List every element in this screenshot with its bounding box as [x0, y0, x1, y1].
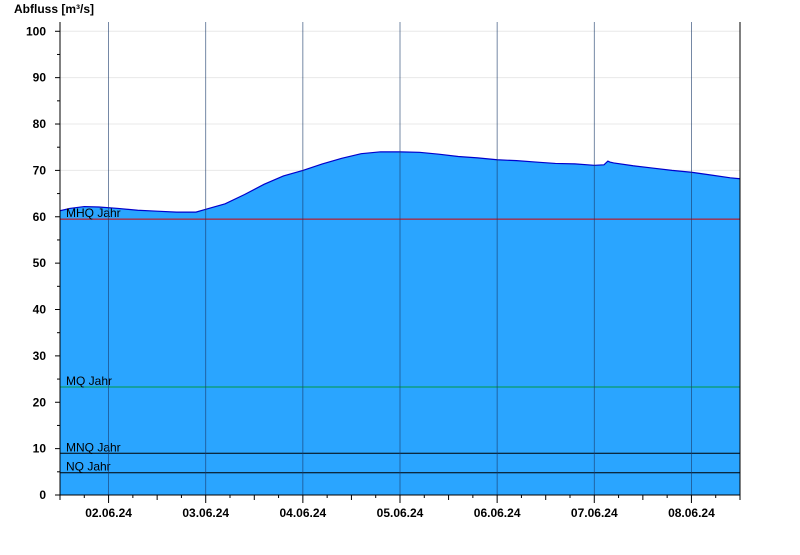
axes: 0 10 20 30 40 50 60 70 80 90 100 02.06.24 03.06.24 04… [26, 22, 741, 520]
x-tick-label: 08.06.24 [668, 506, 715, 520]
x-tick-label: 06.06.24 [474, 506, 521, 520]
y-tick-label: 20 [33, 395, 47, 409]
y-tick-label: 90 [33, 71, 47, 85]
y-tick-label: 30 [33, 349, 47, 363]
reference-line-label: MQ Jahr [66, 374, 112, 388]
y-tick-label: 0 [39, 488, 46, 502]
y-tick-label: 70 [33, 163, 47, 177]
reference-lines: MHQ Jahr MQ Jahr MNQ Jahr NQ Jahr [60, 206, 740, 474]
reference-line-label: NQ Jahr [66, 460, 111, 474]
x-tick-label: 07.06.24 [571, 506, 618, 520]
x-tick-label: 02.06.24 [85, 506, 132, 520]
reference-line-label: MNQ Jahr [66, 440, 121, 454]
reference-line-label: MHQ Jahr [66, 206, 121, 220]
y-tick-label: 40 [33, 303, 47, 317]
x-tick-label: 04.06.24 [279, 506, 326, 520]
y-tick-label: 100 [26, 24, 46, 38]
day-gridlines [108, 22, 692, 495]
y-tick-label: 10 [33, 442, 47, 456]
x-tick-label: 03.06.24 [182, 506, 229, 520]
x-tick-label: 05.06.24 [377, 506, 424, 520]
series-line [59, 151, 741, 213]
y-tick-label: 60 [33, 210, 47, 224]
y-axis-title: Abfluss [m³/s] [14, 2, 94, 16]
y-tick-label: 50 [33, 256, 47, 270]
y-tick-label: 80 [33, 117, 47, 131]
